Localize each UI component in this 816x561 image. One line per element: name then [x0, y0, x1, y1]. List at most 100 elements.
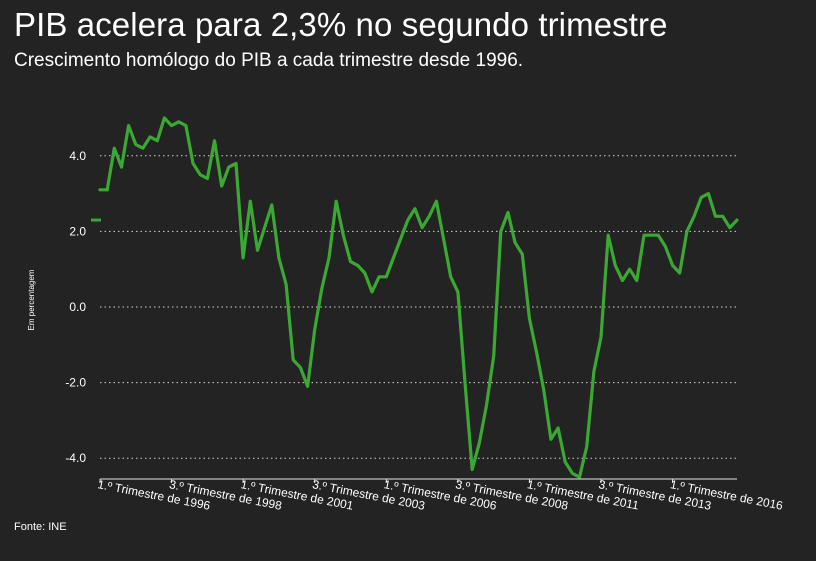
- data-point: [342, 234, 345, 237]
- data-point: [148, 135, 152, 139]
- data-point: [306, 385, 309, 388]
- data-point: [478, 441, 481, 445]
- data-point: [420, 226, 424, 229]
- data-point: [349, 260, 352, 263]
- data-point: [428, 215, 431, 218]
- data-point: [213, 139, 216, 142]
- data-point: [413, 207, 417, 210]
- data-point: [549, 438, 553, 441]
- data-point: [141, 147, 145, 150]
- data-point: [163, 116, 166, 120]
- gridlines: [100, 155, 737, 459]
- data-point: [535, 351, 538, 354]
- data-point: [120, 165, 123, 169]
- y-axis-label: Em percentagem: [27, 269, 36, 330]
- data-point: [556, 426, 560, 430]
- data-point: [270, 203, 273, 207]
- data-point: [485, 404, 488, 407]
- y-tick-label: 0.0: [69, 300, 86, 314]
- data-point: [199, 173, 202, 176]
- data-point: [671, 264, 674, 267]
- data-point: [392, 256, 395, 260]
- data-point: [249, 200, 252, 203]
- data-point: [471, 468, 474, 471]
- data-point: [263, 226, 266, 229]
- y-tick-label: -2.0: [65, 376, 86, 390]
- data-point: [449, 275, 452, 278]
- data-point: [714, 215, 717, 218]
- data-point: [170, 124, 173, 127]
- data-point: [649, 234, 653, 237]
- data-point: [406, 218, 409, 222]
- data-point: [685, 230, 689, 233]
- data-point: [327, 256, 331, 260]
- data-point: [241, 256, 245, 260]
- data-point: [635, 279, 638, 282]
- data-point: [607, 234, 610, 237]
- data-point: [721, 215, 724, 218]
- data-point: [521, 252, 524, 256]
- data-point: [206, 177, 209, 180]
- data-point: [363, 271, 366, 275]
- data-point: [106, 188, 109, 191]
- y-axis-ticks: 4.0 2.0 0.0 -2.0 -4.0: [65, 149, 86, 465]
- data-point: [735, 218, 739, 222]
- data-point: [220, 184, 223, 188]
- data-point: [628, 268, 631, 271]
- data-point: [642, 234, 646, 237]
- data-point: [127, 124, 130, 127]
- data-point: [585, 445, 588, 449]
- data-point: [299, 366, 302, 369]
- data-point: [134, 143, 137, 146]
- data-point: [700, 196, 703, 199]
- data-point: [442, 237, 445, 241]
- data-point: [571, 472, 574, 475]
- data-point: [528, 317, 531, 320]
- data-point: [542, 389, 545, 392]
- data-point: [177, 120, 180, 124]
- data-point: [256, 249, 259, 252]
- data-point: [599, 336, 603, 339]
- y-tick-label: 2.0: [69, 224, 86, 238]
- data-point: [113, 147, 116, 150]
- data-point: [492, 354, 495, 358]
- data-point: [499, 230, 502, 233]
- data-point: [614, 264, 617, 267]
- data-point: [592, 370, 596, 373]
- data-point: [98, 188, 102, 191]
- data-point: [184, 124, 188, 127]
- source-note: Fonte: INE: [14, 521, 67, 533]
- data-point: [456, 290, 460, 294]
- data-point: [377, 275, 381, 278]
- data-point: [678, 271, 681, 275]
- y-tick-label: -4.0: [65, 451, 86, 465]
- data-point: [313, 328, 316, 331]
- data-point: [657, 234, 660, 237]
- chart-subtitle: Crescimento homólogo do PIB a cada trime…: [14, 50, 524, 71]
- data-point: [227, 165, 230, 169]
- data-point: [156, 139, 159, 142]
- data-points: [98, 116, 739, 479]
- data-point: [707, 192, 710, 195]
- data-point: [292, 358, 295, 362]
- data-point: [385, 275, 388, 278]
- data-point: [621, 279, 624, 282]
- data-point: [234, 162, 238, 165]
- data-point: [277, 256, 281, 260]
- data-point: [356, 264, 359, 267]
- y-tick-label: 4.0: [69, 149, 86, 163]
- data-point: [399, 237, 402, 241]
- data-point: [335, 200, 338, 203]
- data-point: [435, 200, 438, 203]
- data-point: [284, 283, 288, 286]
- data-point: [370, 290, 374, 294]
- data-point: [513, 241, 517, 244]
- data-point: [564, 460, 567, 464]
- data-point: [320, 286, 324, 290]
- data-point: [463, 381, 467, 384]
- data-point: [506, 211, 510, 214]
- data-point: [578, 475, 581, 479]
- series-line-gdp-growth: [98, 116, 739, 479]
